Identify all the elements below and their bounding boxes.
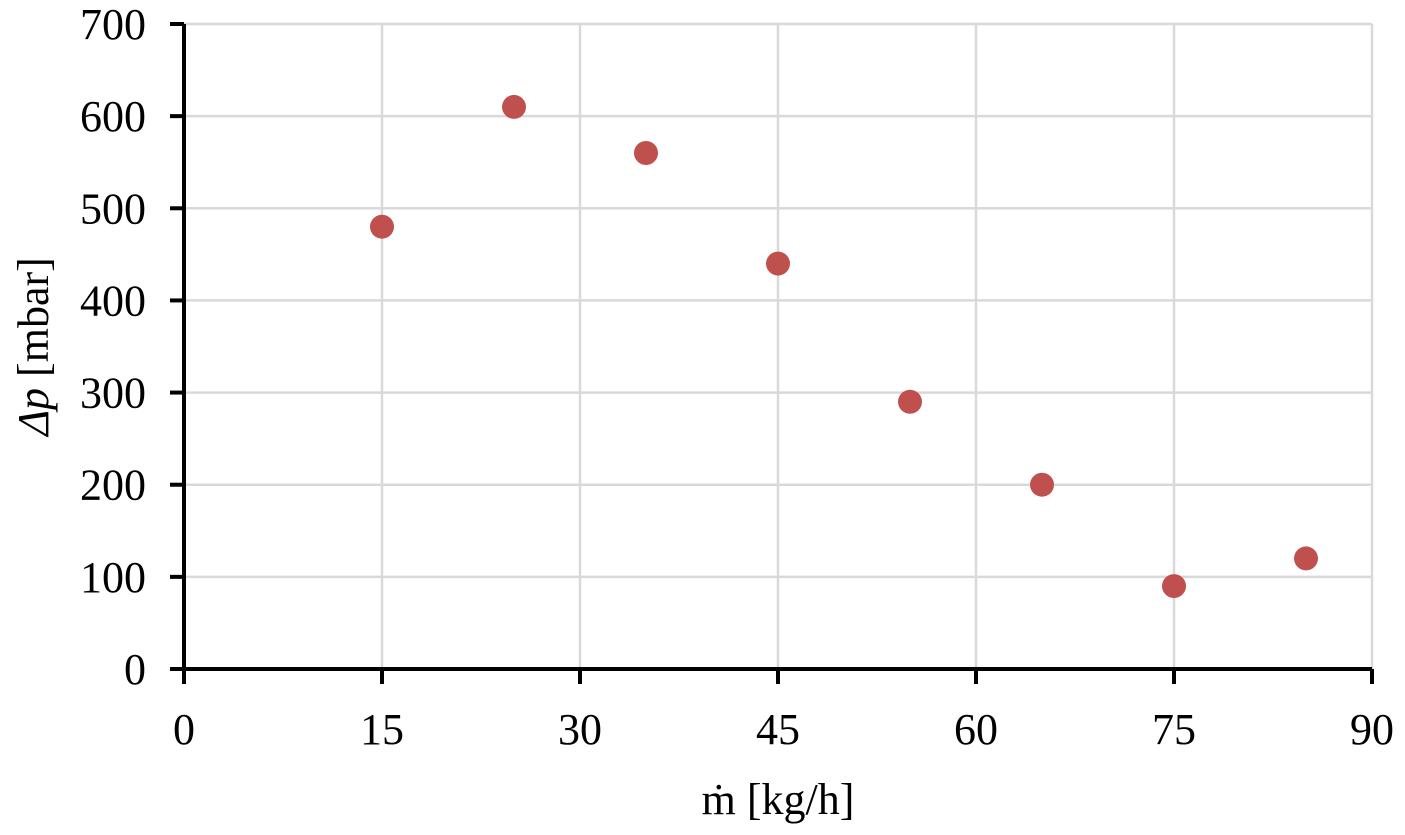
x-tick-label: 0 (173, 705, 195, 754)
data-point (898, 389, 922, 414)
y-tick-label: 700 (80, 0, 146, 49)
x-tick-label: 15 (360, 705, 404, 754)
data-points (370, 94, 1318, 599)
data-point (766, 251, 790, 276)
y-axis-label-symbol: Δp (9, 388, 58, 438)
y-tick-label: 500 (80, 184, 146, 233)
data-point (634, 141, 658, 165)
data-point (1294, 546, 1318, 571)
x-tick-label: 90 (1350, 705, 1394, 754)
data-point (1162, 574, 1186, 599)
data-point (502, 94, 526, 119)
y-tick-label: 400 (80, 276, 146, 325)
tick-labels: 0 100 200 300 400 500 600 700 0 15 30 45 60 75 90 (80, 0, 1394, 754)
gridlines (184, 22, 1374, 669)
y-axis-label: Δp [mbar] (9, 257, 58, 438)
x-tick-label: 30 (558, 705, 602, 754)
y-tick-label: 0 (124, 645, 146, 694)
y-axis-label-unit: [mbar] (9, 257, 58, 388)
y-tick-label: 300 (80, 369, 146, 418)
data-point (370, 214, 394, 239)
y-tick-label: 100 (80, 553, 146, 602)
data-point (1030, 472, 1054, 497)
y-tick-label: 600 (80, 92, 146, 141)
x-axis-label: ṁ [kg/h] (702, 775, 855, 824)
axes (170, 22, 1374, 684)
x-tick-label: 45 (756, 705, 800, 754)
x-tick-label: 75 (1152, 705, 1196, 754)
y-tick-label: 200 (80, 461, 146, 510)
x-tick-label: 60 (954, 705, 998, 754)
